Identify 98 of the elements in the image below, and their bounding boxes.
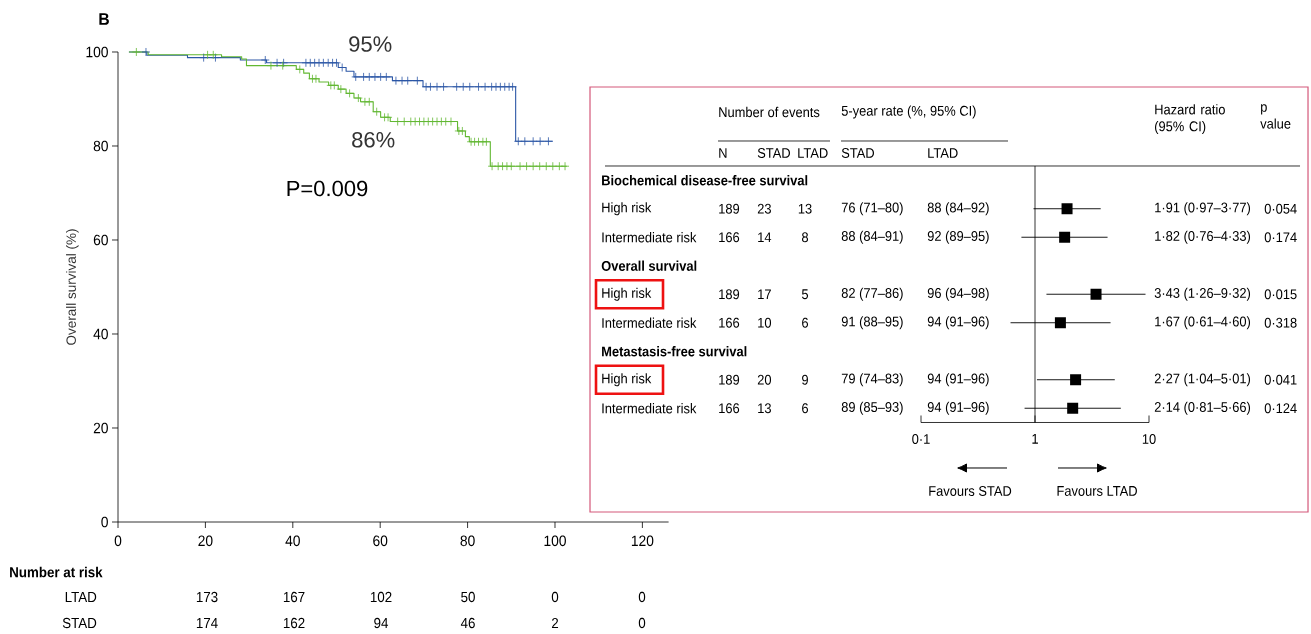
text: 10 <box>758 317 772 328</box>
text: 13 <box>798 203 812 214</box>
text: 13 <box>758 403 771 414</box>
text: 14 <box>758 232 772 243</box>
text: 167 <box>283 591 305 603</box>
text: 50 <box>461 591 475 603</box>
y-axis-title: Overall survival (%) <box>66 229 79 345</box>
text: 189 <box>719 374 740 385</box>
text: 8 <box>801 232 809 243</box>
text: 6 <box>802 317 809 328</box>
text: 0·318 <box>1264 317 1297 328</box>
annotation: 88 (84–92) <box>927 202 989 216</box>
text: 91 (88–95) <box>841 316 903 330</box>
x-tick-label: 1 <box>1032 434 1038 444</box>
text: 166 <box>719 317 740 328</box>
text: LTAD <box>798 148 828 158</box>
text: 2·27 (1·04–5·01) <box>1154 373 1251 387</box>
text: 88 (84–91) <box>841 230 903 244</box>
text: LTAD <box>65 592 97 602</box>
text: B <box>99 13 109 25</box>
text: STAD <box>841 148 874 158</box>
annotation: Metastasis-free survival <box>602 346 747 357</box>
text: 0 <box>638 617 646 629</box>
annotation: 94 (91–96) <box>927 373 989 387</box>
annotation: 94 (91–96) <box>927 401 989 415</box>
annotation: 95% <box>349 36 392 52</box>
x-tick-label: 60 <box>373 535 388 547</box>
annotation: High risk <box>602 287 652 301</box>
text: STAD <box>757 148 790 158</box>
y-tick-label: 60 <box>93 234 108 246</box>
annotation: Biochemical disease-free survival <box>602 175 808 186</box>
text: 0 <box>638 591 646 603</box>
y-tick-label: 0 <box>101 516 108 528</box>
text: Favours LTAD <box>1057 486 1137 496</box>
text: 174 <box>196 618 218 628</box>
annotation: Intermediate risk <box>602 317 697 328</box>
annotation: Intermediate risk <box>602 232 697 243</box>
text: 0·041 <box>1264 374 1297 385</box>
annotation: Overall survival <box>601 260 697 271</box>
annotation: P=0.009 <box>287 180 368 197</box>
x-tick-label: 80 <box>460 535 475 547</box>
text: 46 <box>460 617 475 629</box>
text: 20 <box>757 374 772 385</box>
text: 1·91 (0·97–3·77) <box>1155 202 1251 216</box>
text: 2 <box>551 617 559 629</box>
y-tick-label: 80 <box>93 140 108 152</box>
x-tick-label: 0·1 <box>912 434 930 444</box>
text: 0·124 <box>1264 403 1297 414</box>
text: 166 <box>719 232 740 243</box>
text: 2·14 (0·81–5·66) <box>1154 401 1251 415</box>
y-tick-label: 20 <box>93 422 108 434</box>
x-tick-label: 10 <box>1142 434 1156 444</box>
text: STAD <box>62 617 97 629</box>
text: 0·054 <box>1264 203 1297 214</box>
text: 1·82 (0·76–4·33) <box>1155 230 1251 244</box>
text: 3·43 (1·26–9·32) <box>1154 287 1251 301</box>
annotation: 94 (91–96) <box>927 316 989 330</box>
text: Number at risk <box>10 566 103 578</box>
text: 173 <box>196 591 218 603</box>
annotation: Intermediate risk <box>602 403 697 414</box>
text: Hazard ratio (95% CI) <box>1155 104 1225 135</box>
text: p value <box>1260 104 1291 129</box>
text: 94 <box>374 617 389 629</box>
annotation: High risk <box>602 373 652 387</box>
x-tick-label: 40 <box>285 535 300 547</box>
text: 162 <box>283 617 305 629</box>
text: Favours STAD <box>929 486 1012 496</box>
text: 5 <box>801 289 809 300</box>
text: 79 (74–83) <box>841 373 903 387</box>
text: Number of events <box>719 106 820 118</box>
text: LTAD <box>928 148 958 158</box>
x-tick-label: 0 <box>114 535 122 547</box>
text: 0·174 <box>1264 232 1297 243</box>
text: 9 <box>802 374 808 385</box>
text: 82 (77–86) <box>841 287 903 301</box>
text: 0·015 <box>1264 289 1297 300</box>
text: 6 <box>802 403 809 414</box>
x-tick-label: 20 <box>198 535 213 547</box>
y-tick-label: 100 <box>86 46 108 58</box>
x-tick-label: 100 <box>544 535 566 547</box>
text: 23 <box>757 203 771 214</box>
annotation: 96 (94–98) <box>927 287 989 301</box>
text: 17 <box>758 289 771 300</box>
y-tick-label: 40 <box>93 328 108 340</box>
annotation: High risk <box>602 202 652 216</box>
text: 5-year rate (%, 95% CI) <box>841 105 976 119</box>
annotation: 92 (89–95) <box>927 230 989 244</box>
text: 89 (85–93) <box>841 401 903 415</box>
text: 0 <box>551 591 559 603</box>
text: 166 <box>719 403 740 414</box>
text: 102 <box>370 591 392 603</box>
text: 1·67 (0·61–4·60) <box>1155 316 1251 330</box>
text: N <box>719 148 727 158</box>
text: 189 <box>719 289 740 300</box>
text: 76 (71–80) <box>841 202 903 216</box>
annotation: 86% <box>352 132 395 148</box>
text: 189 <box>719 203 740 214</box>
x-tick-label: 120 <box>631 535 654 547</box>
